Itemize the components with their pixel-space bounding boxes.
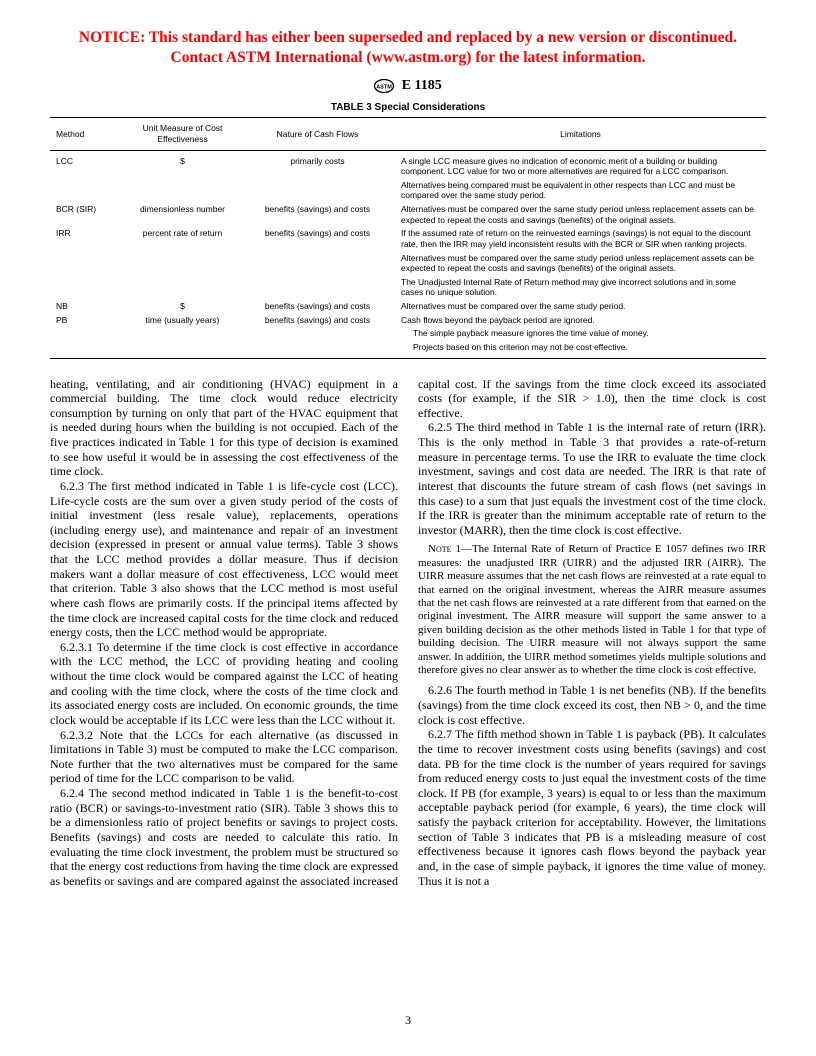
- body-text-columns: heating, ventilating, and air conditioni…: [50, 377, 766, 889]
- cell: [240, 327, 395, 341]
- body-paragraph: 6.2.7 The fifth method shown in Table 1 …: [418, 727, 766, 888]
- table-row: LCC$primarily costsA single LCC measure …: [50, 150, 766, 178]
- table-row: The Unadjusted Internal Rate of Return m…: [50, 275, 766, 299]
- cell: time (usually years): [125, 313, 240, 327]
- cell: dimensionless number: [125, 203, 240, 227]
- cell: $: [125, 150, 240, 178]
- body-paragraph: 6.2.3 The first method indicated in Tabl…: [50, 479, 398, 640]
- table-row: Alternatives being compared must be equi…: [50, 178, 766, 202]
- cell: benefits (savings) and costs: [240, 227, 395, 251]
- note-paragraph: Note 1—The Internal Rate of Return of Pr…: [418, 543, 766, 677]
- cell: The simple payback measure ignores the t…: [395, 327, 766, 341]
- cell: LCC: [50, 150, 125, 178]
- cell: Alternatives must be compared over the s…: [395, 251, 766, 275]
- cell: [240, 251, 395, 275]
- body-paragraph: 6.2.3.2 Note that the LCCs for each alte…: [50, 728, 398, 787]
- body-paragraph: 6.2.6 The fourth method in Table 1 is ne…: [418, 683, 766, 727]
- table-row: NB$benefits (savings) and costsAlternati…: [50, 300, 766, 314]
- cell: [240, 275, 395, 299]
- cell: NB: [50, 300, 125, 314]
- cell: benefits (savings) and costs: [240, 313, 395, 327]
- cell: Cash flows beyond the payback period are…: [395, 313, 766, 327]
- cell: [240, 178, 395, 202]
- cell: If the assumed rate of return on the rei…: [395, 227, 766, 251]
- cell: percent rate of return: [125, 227, 240, 251]
- cell: [50, 275, 125, 299]
- notice-line2: Contact ASTM International (www.astm.org…: [171, 49, 646, 66]
- svg-text:ASTM: ASTM: [376, 85, 392, 91]
- cell: [125, 178, 240, 202]
- cell: Projects based on this criterion may not…: [395, 340, 766, 358]
- table-row: The simple payback measure ignores the t…: [50, 327, 766, 341]
- header-method: Method: [50, 118, 125, 150]
- body-paragraph: heating, ventilating, and air conditioni…: [50, 377, 398, 479]
- table-row: Alternatives must be compared over the s…: [50, 251, 766, 275]
- cell: [125, 340, 240, 358]
- table-row: IRRpercent rate of returnbenefits (savin…: [50, 227, 766, 251]
- table-row: Projects based on this criterion may not…: [50, 340, 766, 358]
- cell: [125, 327, 240, 341]
- cell: [240, 340, 395, 358]
- header-limitations: Limitations: [395, 118, 766, 150]
- cell: [50, 340, 125, 358]
- page-number: 3: [0, 1013, 816, 1028]
- cell: The Unadjusted Internal Rate of Return m…: [395, 275, 766, 299]
- body-paragraph: 6.2.5 The third method in Table 1 is the…: [418, 420, 766, 537]
- cell: [125, 275, 240, 299]
- cell: Alternatives must be compared over the s…: [395, 203, 766, 227]
- designation-text: E 1185: [402, 78, 442, 93]
- cell: Alternatives being compared must be equi…: [395, 178, 766, 202]
- notice-line1: NOTICE: This standard has either been su…: [79, 29, 737, 46]
- cell: PB: [50, 313, 125, 327]
- cell: benefits (savings) and costs: [240, 203, 395, 227]
- cell: [50, 251, 125, 275]
- special-considerations-table: Method Unit Measure of Cost Effectivenes…: [50, 117, 766, 358]
- table-row: PBtime (usually years)benefits (savings)…: [50, 313, 766, 327]
- cell: $: [125, 300, 240, 314]
- cell: [50, 178, 125, 202]
- notice-banner: NOTICE: This standard has either been su…: [50, 28, 766, 68]
- cell: [125, 251, 240, 275]
- cell: [50, 327, 125, 341]
- cell: Alternatives must be compared over the s…: [395, 300, 766, 314]
- table-header-row: Method Unit Measure of Cost Effectivenes…: [50, 118, 766, 150]
- header-unit: Unit Measure of Cost Effectiveness: [125, 118, 240, 150]
- table-row: BCR (SIR)dimensionless numberbenefits (s…: [50, 203, 766, 227]
- header-nature: Nature of Cash Flows: [240, 118, 395, 150]
- astm-logo-icon: ASTM: [374, 79, 394, 93]
- cell: IRR: [50, 227, 125, 251]
- table-title: TABLE 3 Special Considerations: [50, 102, 766, 113]
- cell: benefits (savings) and costs: [240, 300, 395, 314]
- designation-line: ASTM E 1185: [50, 78, 766, 94]
- body-paragraph: 6.2.3.1 To determine if the time clock i…: [50, 640, 398, 728]
- cell: A single LCC measure gives no indication…: [395, 150, 766, 178]
- cell: BCR (SIR): [50, 203, 125, 227]
- cell: primarily costs: [240, 150, 395, 178]
